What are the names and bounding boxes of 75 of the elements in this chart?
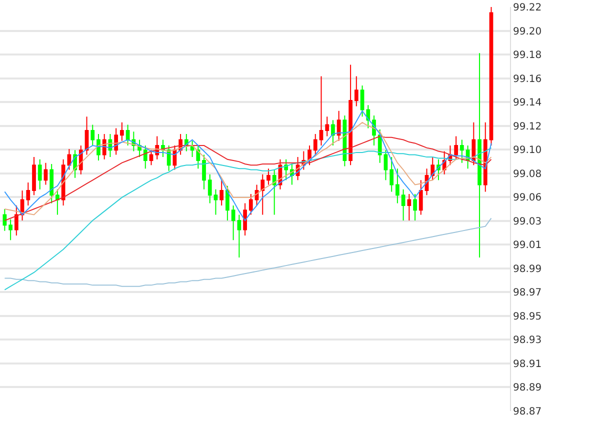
candlestick — [460, 139, 464, 164]
candlestick — [38, 158, 42, 190]
candlestick — [401, 188, 406, 222]
y-tick-label: 99.03 — [513, 216, 542, 228]
line-series — [4, 110, 492, 222]
candlestick — [143, 145, 148, 170]
candlestick — [478, 52, 482, 258]
candlestick — [472, 122, 476, 166]
candlestick — [226, 185, 230, 222]
y-tick-label: 99.22 — [513, 2, 542, 14]
candlestick — [26, 182, 30, 206]
candlestick — [248, 193, 253, 216]
y-tick-label: 99.16 — [513, 74, 542, 85]
candlestick — [413, 193, 417, 222]
candlestick — [260, 174, 265, 216]
candlestick — [313, 133, 318, 156]
candlestick — [214, 188, 218, 216]
y-tick-label: 99.20 — [513, 26, 542, 38]
y-tick-label: 98.95 — [513, 311, 542, 322]
candlestick — [407, 193, 412, 222]
line-series — [4, 136, 492, 222]
candlestick — [8, 218, 12, 241]
candlestick — [284, 158, 288, 181]
candlestick — [319, 76, 324, 146]
candlestick — [390, 156, 394, 192]
y-tick-label: 98.93 — [513, 335, 542, 346]
candlestick — [243, 202, 247, 236]
candlestick — [325, 116, 330, 137]
candlestick — [202, 154, 206, 190]
y-tick-label: 99.01 — [513, 240, 542, 252]
candlestick — [120, 122, 124, 142]
candlestick — [354, 76, 358, 107]
candlestick — [254, 184, 259, 206]
y-tick-label: 98.91 — [513, 358, 542, 370]
candlestick — [78, 145, 83, 175]
y-tick-label: 99.08 — [513, 168, 542, 180]
y-tick-label: 98.97 — [513, 288, 542, 299]
candlestick — [149, 150, 154, 166]
candlestick — [44, 162, 48, 186]
candlestick — [90, 124, 95, 146]
candlestick — [50, 163, 54, 204]
candlestick — [272, 169, 276, 216]
candlestick — [454, 136, 458, 160]
y-tick-label: 98.99 — [513, 264, 542, 275]
candlestick — [2, 208, 7, 232]
candlestick — [331, 120, 335, 146]
candlestick — [396, 168, 400, 204]
candlestick — [96, 133, 100, 162]
candlestick — [348, 64, 352, 166]
candlestick — [56, 188, 60, 216]
candlestick — [266, 168, 270, 186]
candlestick — [336, 110, 341, 142]
candlestick — [84, 116, 89, 156]
candlestick — [384, 150, 388, 181]
candlestick — [366, 104, 370, 129]
y-tick-label: 99.10 — [513, 145, 542, 156]
candlestick — [166, 145, 171, 172]
candlestick — [14, 205, 18, 236]
y-tick-label: 99.06 — [513, 192, 542, 204]
candlestick — [208, 174, 212, 204]
line-series — [4, 122, 492, 216]
candlestick — [360, 84, 364, 118]
candlestick — [32, 156, 36, 196]
y-tick-label: 99.12 — [513, 121, 542, 132]
y-tick-label: 98.89 — [513, 382, 542, 394]
line-series — [4, 147, 492, 290]
candlestick — [430, 156, 435, 181]
y-tick-label: 99.18 — [513, 50, 542, 62]
line-series — [4, 218, 492, 287]
candlestick — [126, 124, 130, 146]
y-tick-label: 99.14 — [513, 98, 542, 109]
y-tick-label: 98.87 — [513, 406, 542, 418]
candlestick — [220, 180, 224, 206]
candlestick — [196, 145, 200, 170]
candlestick — [418, 180, 423, 216]
